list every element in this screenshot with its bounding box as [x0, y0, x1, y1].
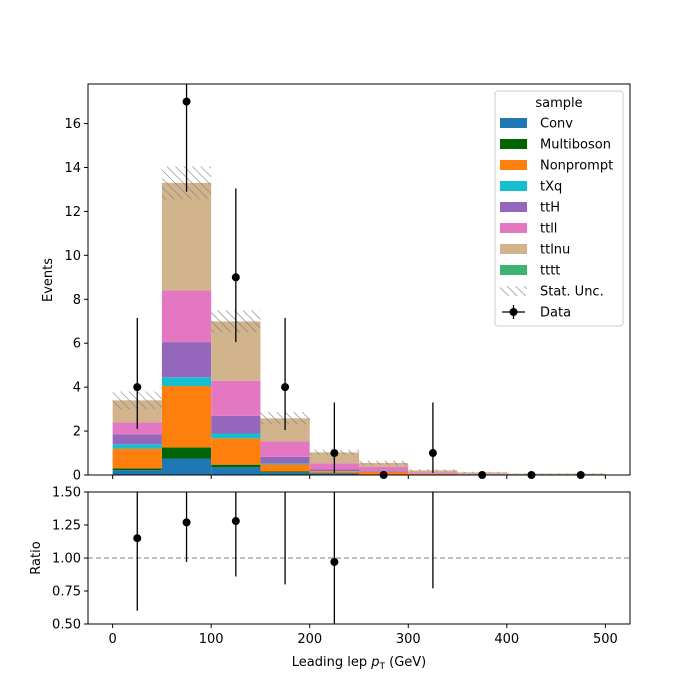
legend-swatch-tttt: [500, 265, 527, 275]
bar-txq-bin-0: [112, 444, 162, 449]
bar-conv-bin-4: [309, 473, 359, 475]
legend-swatch-tth: [500, 202, 527, 212]
legend-swatch-nonprompt: [500, 160, 527, 170]
main-plot-panel: 0 2 4 6 8 10 12 14 16: [64, 83, 631, 484]
bar-conv-bin-0: [112, 470, 162, 475]
bar-nonprompt-bin-3: [260, 464, 310, 472]
legend-title: sample: [535, 96, 582, 111]
legend-label-data: Data: [540, 306, 571, 321]
ratio-y-tick-label: 0.75: [52, 585, 81, 600]
main-y-tick-label: 6: [73, 337, 81, 352]
legend-label-tttt: tttt: [540, 264, 560, 279]
x-tick-label: 400: [494, 632, 519, 647]
bar-ttll-bin-2: [211, 380, 261, 416]
x-tick-label: 500: [593, 632, 618, 647]
main-y-tick-label: 16: [64, 117, 81, 132]
main-y-tick-label: 2: [73, 425, 81, 440]
bar-conv-bin-1: [161, 458, 212, 475]
ratio-y-tick-label: 0.50: [52, 618, 81, 633]
legend-label-nonprompt: Nonprompt: [540, 159, 613, 174]
x-tick-label: 300: [396, 632, 421, 647]
bar-conv-bin-3: [260, 472, 310, 475]
ratio-content: [88, 475, 630, 624]
main-plot-frame: [87, 83, 631, 476]
legend-label-conv: Conv: [540, 117, 573, 132]
ratio-point: [281, 475, 289, 483]
legend-label-tth: ttH: [540, 201, 560, 216]
main-y-tick-label: 12: [64, 205, 81, 220]
bar-nonprompt-bin-1: [161, 386, 212, 448]
y-axis-label-ratio: Ratio: [29, 541, 44, 574]
data-point-bin-6: [428, 449, 437, 458]
legend-marker-data: [509, 308, 518, 316]
bar-nonprompt-bin-0: [112, 448, 162, 469]
legend-label-ttll: ttll: [540, 222, 557, 237]
data-point-bin-4: [330, 449, 339, 458]
ratio-point: [330, 557, 339, 566]
x-tick-label: 0: [108, 632, 116, 647]
data-point-bin-0: [133, 383, 142, 392]
bar-multiboson-bin-3: [260, 471, 310, 473]
bar-txq-bin-1: [161, 377, 212, 387]
bar-ttll-bin-3: [260, 441, 310, 457]
legend-swatch-ttlnu: [500, 244, 527, 254]
bar-tth-bin-0: [112, 434, 162, 445]
bar-conv-bin-2: [211, 467, 261, 475]
main-y-tick-label: 14: [64, 161, 81, 176]
data-point-bin-1: [182, 97, 191, 106]
bar-tth-bin-1: [161, 342, 212, 378]
ratio-point: [133, 534, 142, 543]
x-tick-label: 100: [199, 632, 224, 647]
ratio-plot-panel: 0.50 0.75 1.00 1.25 1.50 0 100 200 300 400 500: [52, 475, 631, 647]
legend-swatch-multiboson: [500, 139, 527, 149]
main-y-tick-label: 4: [73, 381, 81, 396]
bar-multiboson-bin-2: [211, 464, 261, 468]
main-y-tick-label: 8: [73, 293, 81, 308]
legend-swatch-txq: [500, 181, 527, 191]
main-y-tick-label: 10: [64, 249, 81, 264]
bar-txq-bin-2: [211, 433, 261, 439]
legend-swatch-stat-unc-: [500, 286, 527, 296]
x-axis-label: Leading lep pT (GeV): [292, 655, 426, 672]
x-tick-label: 200: [297, 632, 322, 647]
legend-swatch-ttll: [500, 223, 527, 233]
ratio-y-tick-label: 1.50: [52, 486, 81, 501]
legend: sample Conv Multiboson Nonprompt tXq ttH ttll…: [494, 90, 624, 327]
ratio-y-tick-label: 1.00: [52, 552, 81, 567]
bar-tth-bin-3: [260, 456, 310, 464]
legend-swatch-conv: [500, 118, 527, 128]
bar-nonprompt-bin-2: [211, 438, 261, 465]
bar-ttll-bin-1: [161, 290, 212, 343]
ratio-point: [182, 518, 191, 527]
y-axis-label-events: Events: [41, 258, 56, 302]
main-y-tick-label: 0: [73, 469, 81, 484]
ratio-y-tick-label: 1.25: [52, 519, 81, 534]
bar-ttlnu-bin-1: [161, 182, 212, 291]
bar-tth-bin-2: [211, 415, 261, 434]
legend-label-txq: tXq: [540, 180, 562, 195]
bar-ttll-bin-5: [359, 466, 409, 472]
bar-multiboson-bin-1: [161, 447, 212, 459]
bar-nonprompt-bin-6: [408, 473, 458, 475]
bar-txq-bin-3: [260, 463, 310, 465]
data-point-bin-2: [231, 273, 240, 282]
legend-label-ttlnu: ttlnu: [540, 243, 570, 258]
ratio-point: [231, 517, 240, 526]
bar-multiboson-bin-0: [112, 468, 162, 471]
legend-label-multiboson: Multiboson: [540, 138, 611, 153]
stat-unc-band-bin-5: [359, 460, 409, 466]
ratio-point: [429, 475, 437, 483]
legend-label-stat-unc-: Stat. Unc.: [540, 285, 604, 300]
data-point-bin-3: [281, 383, 290, 392]
